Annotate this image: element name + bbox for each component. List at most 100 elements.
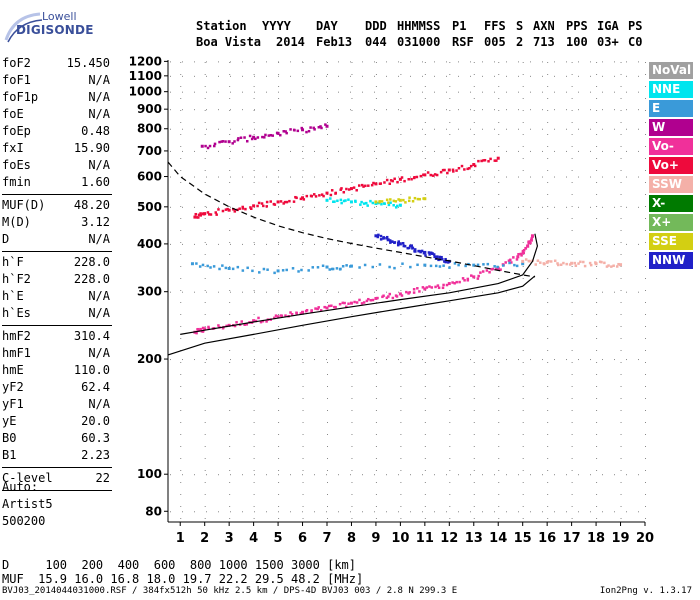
- data-point: [362, 301, 366, 304]
- data-point: [207, 213, 211, 216]
- data-point: [507, 259, 511, 262]
- grid-dot: [398, 176, 399, 178]
- data-point: [481, 270, 485, 273]
- param-value: 20.0: [81, 414, 110, 428]
- grid-dot: [571, 314, 573, 315]
- grid-dot: [180, 398, 182, 399]
- data-point: [438, 265, 442, 268]
- grid-dot: [180, 86, 182, 87]
- data-point: [472, 163, 476, 167]
- grid-dot: [351, 434, 353, 435]
- grid-dot: [602, 474, 603, 476]
- grid-dot: [522, 434, 524, 435]
- x-tick-label: 14: [489, 531, 507, 546]
- data-point: [217, 324, 220, 327]
- grid-dot: [596, 194, 598, 195]
- grid-dot: [522, 182, 524, 183]
- grid-dot: [400, 422, 402, 423]
- grid-dot: [180, 290, 182, 291]
- grid-dot: [326, 359, 327, 361]
- grid-dot: [170, 511, 171, 513]
- grid-dot: [230, 291, 231, 293]
- grid-dot: [278, 109, 279, 111]
- grid-dot: [351, 338, 353, 339]
- data-point: [289, 311, 292, 314]
- grid-dot: [506, 75, 507, 77]
- data-point: [522, 249, 526, 252]
- header-value-station: Boa Vista: [196, 35, 262, 49]
- data-point: [395, 295, 399, 298]
- data-point: [413, 248, 417, 251]
- grid-dot: [482, 150, 483, 152]
- grid-dot: [424, 506, 426, 507]
- grid-dot: [602, 150, 603, 152]
- data-point: [339, 188, 342, 191]
- grid-dot: [302, 194, 304, 195]
- grid-dot: [596, 122, 598, 123]
- grid-dot: [398, 75, 399, 77]
- grid-dot: [253, 458, 255, 459]
- data-point: [496, 265, 499, 269]
- grid-dot: [400, 470, 402, 471]
- grid-dot: [566, 243, 567, 245]
- grid-dot: [302, 470, 304, 471]
- grid-dot: [542, 359, 543, 361]
- data-point: [389, 198, 392, 201]
- grid-dot: [350, 91, 351, 93]
- grid-dot: [498, 242, 500, 243]
- grid-dot: [351, 170, 353, 171]
- grid-dot: [566, 511, 567, 513]
- grid-dot: [596, 110, 598, 111]
- grid-dot: [522, 506, 524, 507]
- grid-dot: [375, 446, 377, 447]
- data-point: [206, 146, 210, 150]
- param-row-b1: B1 2.23: [2, 448, 110, 465]
- data-point: [347, 302, 350, 305]
- grid-dot: [473, 386, 475, 387]
- data-point: [528, 259, 531, 263]
- data-point: [619, 263, 623, 267]
- grid-dot: [229, 398, 231, 399]
- grid-dot: [547, 494, 549, 495]
- data-point: [421, 286, 425, 289]
- grid-dot: [542, 75, 543, 77]
- data-point: [516, 255, 520, 259]
- grid-dot: [424, 242, 426, 243]
- data-point: [425, 286, 429, 289]
- data-point: [250, 207, 253, 210]
- grid-dot: [327, 482, 328, 483]
- grid-dot: [547, 398, 549, 399]
- grid-dot: [351, 110, 353, 111]
- grid-dot: [494, 75, 495, 77]
- grid-dot: [229, 194, 231, 195]
- grid-dot: [266, 109, 267, 111]
- grid-dot: [326, 176, 327, 178]
- grid-dot: [566, 91, 567, 93]
- grid-dot: [494, 243, 495, 245]
- grid-dot: [182, 91, 183, 93]
- grid-dot: [578, 511, 579, 513]
- grid-dot: [547, 326, 549, 327]
- grid-dot: [180, 134, 182, 135]
- data-point: [445, 283, 449, 287]
- grid-dot: [547, 266, 549, 267]
- grid-dot: [351, 290, 353, 291]
- grid-dot: [473, 398, 475, 399]
- grid-dot: [498, 74, 500, 75]
- data-point: [579, 260, 582, 264]
- data-point: [401, 241, 405, 245]
- grid-dot: [498, 326, 500, 327]
- grid-dot: [180, 410, 182, 411]
- grid-dot: [290, 359, 291, 361]
- grid-dot: [506, 511, 507, 513]
- data-point: [615, 265, 619, 268]
- grid-dot: [498, 146, 500, 147]
- grid-dot: [278, 176, 279, 178]
- grid-dot: [204, 230, 206, 231]
- grid-dot: [449, 74, 451, 75]
- data-point: [197, 329, 200, 332]
- grid-dot: [180, 254, 182, 255]
- param-row-he: h`E N/A: [2, 289, 110, 306]
- grid-dot: [571, 506, 573, 507]
- grid-dot: [424, 398, 426, 399]
